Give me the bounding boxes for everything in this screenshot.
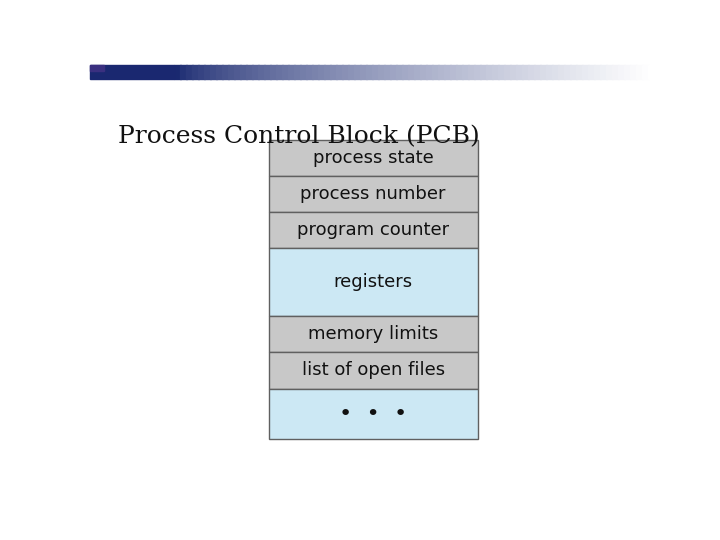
Bar xyxy=(438,65,445,79)
Bar xyxy=(564,65,571,79)
Bar xyxy=(269,176,478,212)
Bar xyxy=(234,65,240,79)
Bar xyxy=(606,65,613,79)
Bar xyxy=(552,65,559,79)
Bar xyxy=(450,65,457,79)
Text: •  •  •: • • • xyxy=(339,404,408,424)
Bar xyxy=(414,65,421,79)
Bar xyxy=(276,65,283,79)
Bar xyxy=(408,65,415,79)
Bar xyxy=(426,65,433,79)
Bar xyxy=(528,65,535,79)
Bar xyxy=(600,65,607,79)
Bar xyxy=(636,65,643,79)
Bar xyxy=(630,65,637,79)
Bar xyxy=(269,353,478,388)
Bar xyxy=(462,65,469,79)
Bar xyxy=(246,65,253,79)
Bar xyxy=(204,65,211,79)
Text: registers: registers xyxy=(333,273,413,291)
Bar xyxy=(594,65,601,79)
Bar xyxy=(582,65,589,79)
Bar xyxy=(269,212,478,248)
Bar xyxy=(258,65,265,79)
Bar xyxy=(444,65,451,79)
Bar xyxy=(336,65,343,79)
Bar xyxy=(480,65,487,79)
Bar xyxy=(222,65,229,79)
Bar xyxy=(240,65,247,79)
Bar xyxy=(570,65,577,79)
Bar xyxy=(312,65,319,79)
Bar xyxy=(618,65,625,79)
Bar xyxy=(402,65,409,79)
Bar xyxy=(318,65,325,79)
Bar xyxy=(90,65,104,71)
Bar xyxy=(186,65,193,79)
Bar xyxy=(269,248,478,316)
Bar xyxy=(468,65,475,79)
Text: memory limits: memory limits xyxy=(308,326,438,343)
Bar xyxy=(432,65,439,79)
Text: list of open files: list of open files xyxy=(302,361,445,380)
Bar xyxy=(612,65,619,79)
Bar xyxy=(492,65,499,79)
Bar xyxy=(366,65,373,79)
Text: program counter: program counter xyxy=(297,221,449,239)
Bar xyxy=(192,65,199,79)
Bar xyxy=(198,65,204,79)
Text: Process Control Block (PCB): Process Control Block (PCB) xyxy=(118,125,480,148)
Bar xyxy=(576,65,583,79)
Bar xyxy=(486,65,493,79)
Bar xyxy=(294,65,301,79)
Bar xyxy=(384,65,391,79)
Bar xyxy=(516,65,523,79)
Bar xyxy=(456,65,463,79)
Bar xyxy=(558,65,565,79)
Bar xyxy=(534,65,541,79)
Bar xyxy=(378,65,385,79)
Bar xyxy=(282,65,289,79)
Bar xyxy=(474,65,481,79)
Bar xyxy=(228,65,235,79)
Bar xyxy=(210,65,217,79)
Bar xyxy=(588,65,595,79)
Bar xyxy=(306,65,312,79)
Text: process number: process number xyxy=(300,185,446,202)
Bar xyxy=(396,65,403,79)
Bar xyxy=(270,65,276,79)
Bar xyxy=(252,65,258,79)
Bar xyxy=(648,65,655,79)
Bar xyxy=(180,65,186,79)
Bar xyxy=(264,65,271,79)
Bar xyxy=(360,65,367,79)
Bar xyxy=(624,65,631,79)
Bar xyxy=(174,65,181,79)
Bar xyxy=(216,65,222,79)
Bar xyxy=(330,65,337,79)
Bar xyxy=(90,65,174,79)
Bar xyxy=(546,65,553,79)
Bar xyxy=(390,65,397,79)
Bar xyxy=(540,65,547,79)
Bar xyxy=(300,65,307,79)
Bar xyxy=(372,65,379,79)
Bar xyxy=(324,65,330,79)
Text: process state: process state xyxy=(312,148,433,167)
Bar xyxy=(269,388,478,439)
Bar xyxy=(498,65,505,79)
Bar xyxy=(510,65,517,79)
Bar xyxy=(504,65,511,79)
Bar xyxy=(522,65,529,79)
Bar xyxy=(420,65,427,79)
Bar xyxy=(642,65,649,79)
Bar xyxy=(288,65,294,79)
Bar xyxy=(354,65,361,79)
Bar xyxy=(348,65,355,79)
Bar xyxy=(269,316,478,353)
Bar xyxy=(342,65,349,79)
Bar xyxy=(269,140,478,176)
